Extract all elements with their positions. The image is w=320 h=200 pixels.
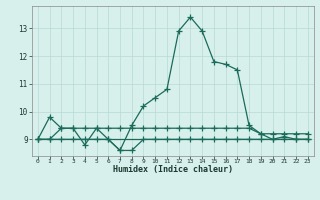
X-axis label: Humidex (Indice chaleur): Humidex (Indice chaleur) xyxy=(113,165,233,174)
